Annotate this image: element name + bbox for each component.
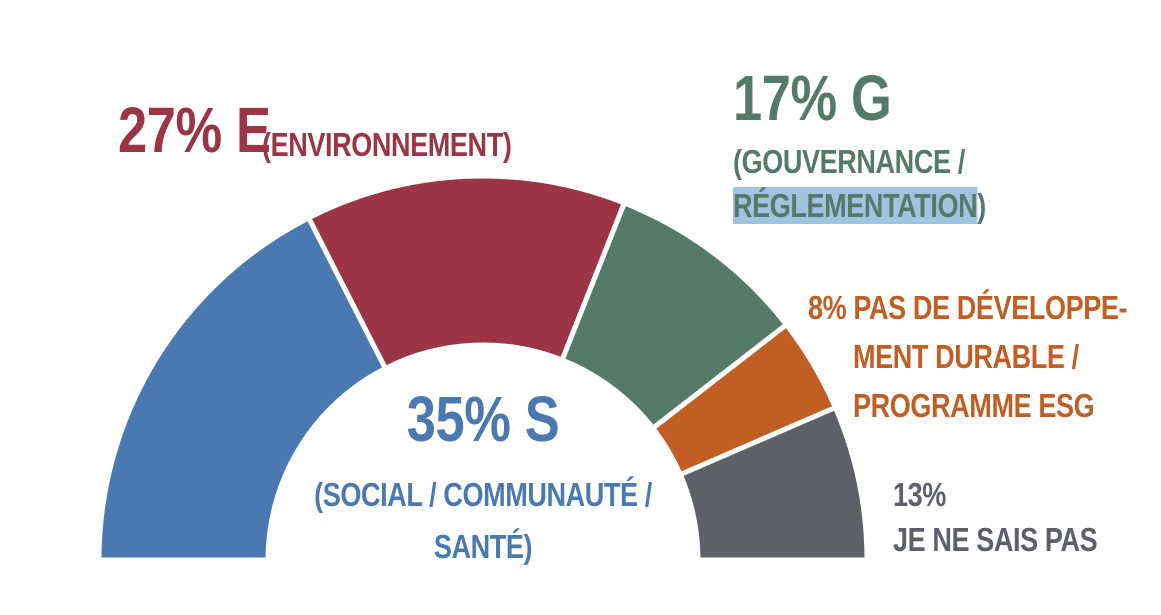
label-environnement: 27% E	[118, 98, 304, 162]
label-gouvernance-line2: RÉGLEMENTATION	[733, 187, 978, 224]
label-pas-esg-line3: PROGRAMME ESG	[853, 387, 1095, 424]
label-gouvernance-line1: (GOUVERNANCE /	[733, 143, 965, 180]
label-pas-esg-line1: PAS DE DÉVELOPPE-	[853, 289, 1128, 326]
label-pas-esg-line2: MENT DURABLE /	[853, 338, 1079, 375]
label-social-line2: SANTÉ)	[433, 528, 533, 565]
label-gouvernance-line2-close: )	[977, 187, 986, 224]
label-environnement-percent: 27% E	[118, 94, 271, 166]
label-social-line1: (SOCIAL / COMMUNAUTÉ /	[314, 476, 652, 513]
label-pas-esg-percent: 8%	[808, 289, 847, 326]
label-ne-sais-pas-text: JE NE SAIS PAS	[893, 521, 1098, 558]
slice-environnement	[306, 173, 627, 371]
label-ne-sais-pas-percent: 13%	[893, 476, 946, 513]
slice-ne-sais-pas	[677, 404, 870, 563]
label-environnement-text: (ENVIRONNEMENT)	[262, 126, 512, 163]
slice-social	[96, 215, 388, 563]
label-social-percent: 35% S	[406, 383, 560, 455]
label-gouvernance-percent: 17% G	[733, 62, 892, 134]
